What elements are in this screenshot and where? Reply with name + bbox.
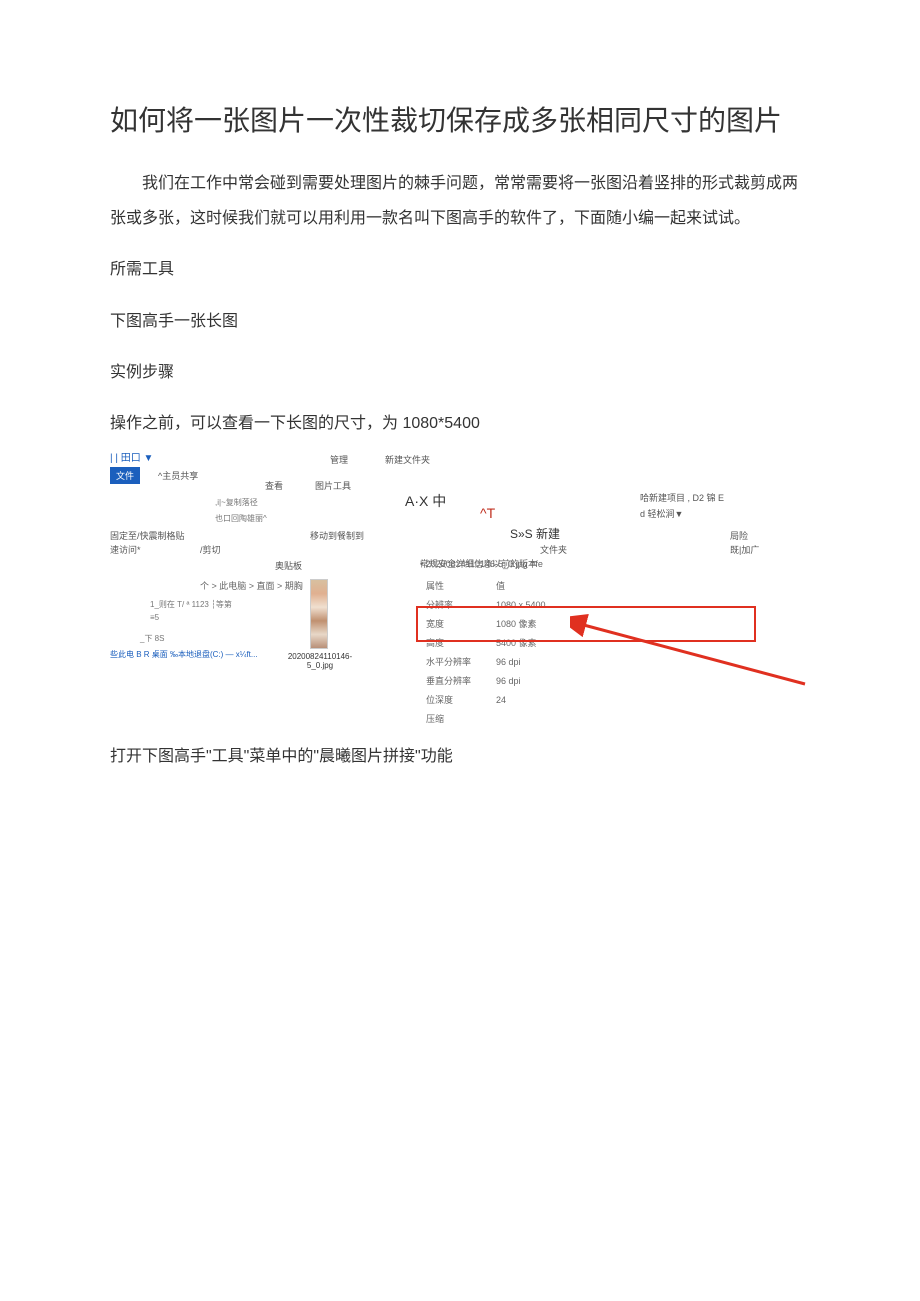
prop-val: 5400 像素 xyxy=(490,633,760,652)
screenshot-explorer-properties: | | 田口 ▼ 文件 ^主员共享 管理 新建文件夹 查看 图片工具 ,i|~复… xyxy=(110,449,810,709)
ribbon-caret-t: ^T xyxy=(480,505,495,521)
prop-val: 96 dpi xyxy=(490,671,760,690)
prop-key: 分辨率 xyxy=(420,595,490,614)
side-4: 些此电 B R 桌面 ‰本地退盘(C:) — x¼ft... xyxy=(110,649,258,660)
side-3: _下 8S xyxy=(140,633,164,644)
ribbon-quickaccess: 速访问* xyxy=(110,543,141,556)
file-tab-button[interactable]: 文件 xyxy=(110,467,140,484)
side-1: 1_则在 T/ ª 1123 ┆等第 xyxy=(150,599,232,610)
tools-line: 下图高手一张长图 xyxy=(110,304,810,339)
properties-tabs: 常规安全详细信息以前的版本 xyxy=(420,557,760,570)
ribbon-ax: A·X 中 xyxy=(405,491,446,511)
ribbon-easy: d 轻松涧▼ xyxy=(640,507,683,520)
ribbon-view: 查看 xyxy=(265,479,283,492)
ribbon-cut: /剪切 xyxy=(200,543,221,556)
prop-val: 1080 像素 xyxy=(490,614,760,633)
side-2: ≡5 xyxy=(150,613,159,622)
step-2-text: 打开下图高手"工具"菜单中的"晨曦图片拼接"功能 xyxy=(110,739,810,774)
properties-panel: 常规安全详细信息以前的版本 属性 值 分辨率1080 x 5400 宽度1080… xyxy=(420,557,760,728)
prop-key: 垂直分辨率 xyxy=(420,671,490,690)
section-steps-heading: 实例步骤 xyxy=(110,355,810,390)
thumbnail-filename: 20200824110146-5_0.jpg xyxy=(280,653,360,671)
ribbon-pastecut: 也口回陶雄丽^ xyxy=(215,513,267,524)
prop-val: 24 xyxy=(490,690,760,709)
ribbon-manage: 管理 xyxy=(330,453,348,466)
intro-paragraph: 我们在工作中常会碰到需要处理图片的棘手问题，常常需要将一张图沿着竖排的形式裁剪成… xyxy=(110,166,810,236)
prop-key: 水平分辨率 xyxy=(420,652,490,671)
ribbon-juxian: 局险 xyxy=(730,529,748,542)
prop-key: 压缩 xyxy=(420,709,490,728)
prop-val: 1080 x 5400 xyxy=(490,595,760,614)
ribbon-newfolder: 新建文件夹 xyxy=(385,453,430,466)
properties-table: 属性 值 分辨率1080 x 5400 宽度1080 像素 高度5400 像素 … xyxy=(420,576,760,728)
props-col-val: 值 xyxy=(490,576,760,595)
ribbon-copypath: ,i|~复制落径 xyxy=(215,497,258,508)
step-1-text: 操作之前，可以查看一下长图的尺寸，为 1080*5400 xyxy=(110,406,810,441)
props-col-attr: 属性 xyxy=(420,576,490,595)
prop-key: 位深度 xyxy=(420,690,490,709)
breadcrumb-path: 个 > 此电脑 > 直面 > 期胸 xyxy=(200,579,303,592)
window-control-icons: | | 田口 ▼ xyxy=(110,449,153,464)
ribbon-jijia: 既|加广 xyxy=(730,543,759,556)
ribbon-pictools: 图片工具 xyxy=(315,479,351,492)
page-title: 如何将一张图片一次性裁切保存成多张相同尺寸的图片 xyxy=(110,100,810,142)
ribbon-newitem: 哈新建项目 , D2 锦 E xyxy=(640,491,724,504)
section-tools-heading: 所需工具 xyxy=(110,252,810,287)
ribbon-share: ^主员共享 xyxy=(158,469,198,482)
ribbon-ss-new: S»S 新建 xyxy=(510,525,560,542)
prop-key: 高度 xyxy=(420,633,490,652)
ribbon-clipboard: 奥贴板 xyxy=(275,559,302,572)
image-thumbnail xyxy=(310,579,328,649)
ribbon-pin: 固定至/快震制格贴 xyxy=(110,529,185,542)
prop-key: 宽度 xyxy=(420,614,490,633)
ribbon-folder: 文件夹 xyxy=(540,543,567,556)
prop-val: 96 dpi xyxy=(490,652,760,671)
ribbon-moveto: 移动到餐制到 xyxy=(310,529,364,542)
prop-val xyxy=(490,709,760,728)
